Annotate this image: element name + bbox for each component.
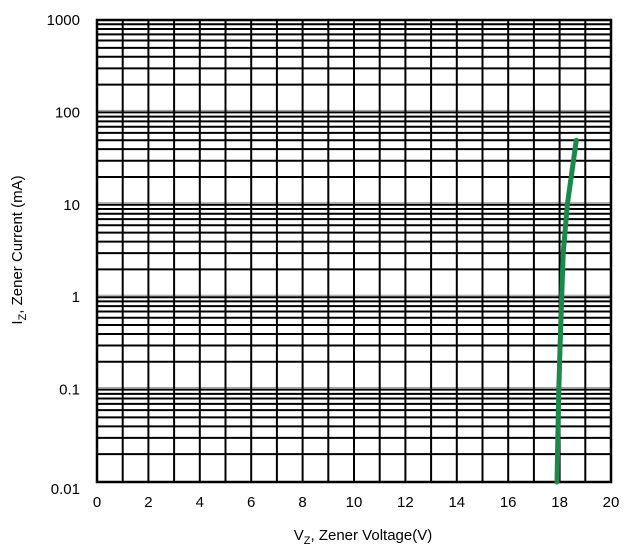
x-tick-label: 12 bbox=[397, 494, 414, 511]
x-tick-label: 14 bbox=[448, 494, 465, 511]
x-tick-label: 0 bbox=[93, 494, 101, 511]
x-tick-label: 18 bbox=[551, 494, 568, 511]
y-axis-label: IZ, Zener Current (mA) bbox=[9, 175, 29, 324]
y-tick-label: 0.1 bbox=[59, 382, 80, 399]
x-tick-label: 2 bbox=[144, 494, 152, 511]
y-tick-label: 1000 bbox=[47, 12, 80, 29]
x-axis-label: VZ, Zener Voltage(V) bbox=[294, 527, 432, 547]
x-tick-label: 16 bbox=[500, 494, 517, 511]
y-tick-labels: 0.01 0.1 1 10 100 1000 bbox=[47, 12, 80, 498]
x-tick-label: 4 bbox=[196, 494, 204, 511]
x-tick-label: 20 bbox=[603, 494, 620, 511]
zener-iv-curve bbox=[554, 137, 579, 485]
plot-border bbox=[95, 18, 613, 484]
x-tick-labels: 0 2 4 6 8 10 12 14 16 18 20 bbox=[93, 494, 620, 511]
series-layer bbox=[554, 137, 579, 485]
y-tick-label: 0.01 bbox=[51, 481, 80, 498]
x-tick-label: 6 bbox=[247, 494, 255, 511]
y-tick-label: 100 bbox=[55, 104, 80, 121]
y-tick-label: 1 bbox=[72, 289, 80, 306]
y-tick-label: 10 bbox=[63, 197, 80, 214]
major-grid bbox=[95, 18, 613, 484]
x-tick-label: 10 bbox=[346, 494, 363, 511]
x-tick-label: 8 bbox=[298, 494, 306, 511]
